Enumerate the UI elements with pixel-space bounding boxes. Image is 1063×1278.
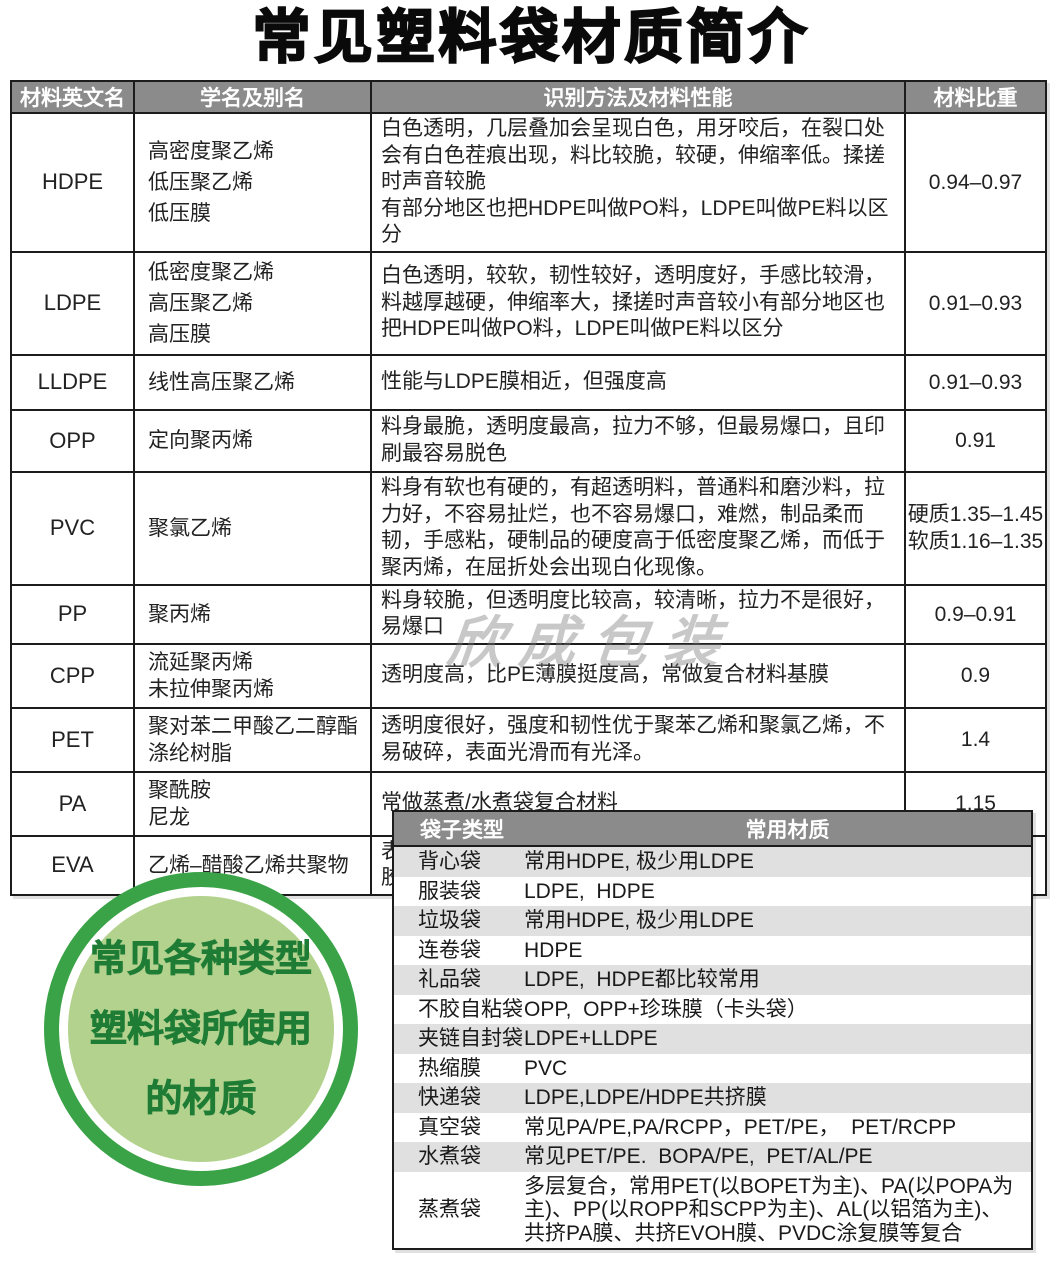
- material-name: PA: [10, 770, 135, 837]
- material-density: 0.9: [904, 642, 1047, 709]
- bag-type: 服装袋: [418, 879, 481, 903]
- bag-materials: LDPE, HDPE都比较常用: [524, 968, 760, 991]
- material-density: 0.91–0.93: [904, 250, 1047, 356]
- bag-row-shrink-film: 热缩膜 PVC: [394, 1054, 1031, 1084]
- material-name: CPP: [10, 642, 135, 709]
- bag-row-vacuum-bag: 真空袋 常见PA/PE,PA/RCPP，PET/PE， PET/RCPP: [394, 1113, 1031, 1143]
- material-density: 0.91: [904, 408, 1047, 473]
- material-description: 透明度很好，强度和韧性优于聚苯乙烯和聚氯乙烯，不易破碎，表面光滑而有光泽。: [370, 706, 906, 773]
- header-scientific-name: 学名及别名: [133, 80, 372, 114]
- materials-table: 材料英文名 学名及别名 识别方法及材料性能 材料比重 HDPE 高密度聚乙烯 低…: [10, 80, 1047, 896]
- bag-type: 不胶自粘袋: [418, 997, 523, 1021]
- bag-type: 热缩膜: [418, 1056, 481, 1080]
- bag-materials: PVC: [524, 1056, 568, 1080]
- material-name: PVC: [10, 470, 135, 586]
- material-aliases: 流延聚丙烯 未拉伸聚丙烯: [133, 642, 372, 709]
- material-row-cpp: CPP 流延聚丙烯 未拉伸聚丙烯 透明度高，比PE薄膜挺度高，常做复合材料基膜 …: [10, 642, 1047, 709]
- bag-row-roll-bag: 连卷袋 HDPE: [394, 936, 1031, 966]
- material-name: HDPE: [10, 112, 135, 253]
- green-circle-badge: 常见各种类型 塑料袋所使用 的材质: [44, 872, 358, 1186]
- material-row-pp: PP 聚丙烯 料身较脆，但透明度比较高，较清晰，拉力不是很好，易爆口 0.9–0…: [10, 583, 1047, 645]
- material-name: OPP: [10, 408, 135, 473]
- header-identification: 识别方法及材料性能: [370, 80, 906, 114]
- badge-caption: 常见各种类型 塑料袋所使用 的材质: [90, 938, 313, 1120]
- material-row-hdpe: HDPE 高密度聚乙烯 低压聚乙烯 低压膜 白色透明，几层叠加会呈现白色，用牙咬…: [10, 112, 1047, 253]
- material-density: 0.94–0.97: [904, 112, 1047, 253]
- header-density: 材料比重: [904, 80, 1047, 114]
- bag-type: 快递袋: [418, 1086, 481, 1109]
- page-title: 常见塑料袋材质简介: [251, 4, 811, 71]
- material-description: 性能与LDPE膜相近，但强度高: [370, 353, 906, 411]
- bag-row-garbage-bag: 垃圾袋 常用HDPE, 极少用LDPE: [394, 906, 1031, 936]
- bag-materials: LDPE+LLDPE: [524, 1027, 658, 1050]
- bag-table-header-row: 袋子类型 常用材质: [394, 812, 1031, 847]
- header-material-english-name: 材料英文名: [10, 80, 135, 114]
- bag-row-boiling-bag: 水煮袋 常见PET/PE. BOPA/PE, PET/AL/PE: [394, 1142, 1031, 1172]
- bag-materials: HDPE: [524, 938, 583, 962]
- material-density: 0.91–0.93: [904, 353, 1047, 411]
- bag-type: 蒸煮袋: [418, 1198, 481, 1221]
- material-density: 硬质1.35–1.45 软质1.16–1.35: [904, 470, 1047, 586]
- material-description: 白色透明，几层叠加会呈现白色，用牙咬后，在裂口处会有白色茬痕出现，料比较脆，较硬…: [370, 112, 906, 253]
- bag-type: 礼品袋: [418, 968, 481, 991]
- material-description: 料身较脆，但透明度比较高，较清晰，拉力不是很好，易爆口: [370, 583, 906, 645]
- material-row-ldpe: LDPE 低密度聚乙烯 高压聚乙烯 高压膜 白色透明，较软，韧性较好，透明度好，…: [10, 250, 1047, 356]
- bag-row-vest-bag: 背心袋 常用HDPE, 极少用LDPE: [394, 847, 1031, 877]
- bag-row-garment-bag: 服装袋 LDPE, HDPE: [394, 877, 1031, 907]
- material-aliases: 低密度聚乙烯 高压聚乙烯 高压膜: [133, 250, 372, 356]
- bag-type: 真空袋: [418, 1115, 481, 1139]
- bag-type: 背心袋: [418, 850, 481, 873]
- material-aliases: 聚酰胺 尼龙: [133, 770, 372, 837]
- material-description: 白色透明，较软，韧性较好，透明度好，手感比较滑，料越厚越硬，伸缩率大，揉搓时声音…: [370, 250, 906, 356]
- material-row-opp: OPP 定向聚丙烯 料身最脆，透明度最高，拉力不够，但最易爆口，且印刷最容易脱色…: [10, 408, 1047, 473]
- bag-materials: 常见PA/PE,PA/RCPP，PET/PE， PET/RCPP: [524, 1115, 957, 1139]
- bag-type: 水煮袋: [418, 1145, 481, 1168]
- material-density: 1.4: [904, 706, 1047, 773]
- material-description: 料身最脆，透明度最高，拉力不够，但最易爆口，且印刷最容易脱色: [370, 408, 906, 473]
- bag-materials: 多层复合，常用PET(以BOPET为主)、PA(以POPA为主)、PP(以ROP…: [524, 1174, 1014, 1245]
- material-aliases: 聚氯乙烯: [133, 470, 372, 586]
- material-aliases: 高密度聚乙烯 低压聚乙烯 低压膜: [133, 112, 372, 253]
- material-aliases: 聚对苯二甲酸乙二醇酯 涤纶树脂: [133, 706, 372, 773]
- bag-row-retort-bag: 蒸煮袋 多层复合，常用PET(以BOPET为主)、PA(以POPA为主)、PP(…: [394, 1172, 1031, 1249]
- bag-materials: LDPE,LDPE/HDPE共挤膜: [524, 1086, 767, 1109]
- material-density: 0.9–0.91: [904, 583, 1047, 645]
- bag-materials: 常用HDPE, 极少用LDPE: [524, 909, 754, 932]
- material-name: EVA: [10, 834, 135, 896]
- material-aliases: 线性高压聚乙烯: [133, 353, 372, 411]
- bag-row-self-adhesive-bag: 不胶自粘袋 OPP, OPP+珍珠膜（卡头袋）: [394, 995, 1031, 1025]
- material-row-lldpe: LLDPE 线性高压聚乙烯 性能与LDPE膜相近，但强度高 0.91–0.93: [10, 353, 1047, 411]
- material-name: LDPE: [10, 250, 135, 356]
- bag-row-gift-bag: 礼品袋 LDPE, HDPE都比较常用: [394, 965, 1031, 995]
- bag-materials: OPP, OPP+珍珠膜（卡头袋）: [524, 997, 808, 1021]
- bag-materials: 常用HDPE, 极少用LDPE: [524, 850, 754, 873]
- bag-types-table: 袋子类型 常用材质 背心袋 常用HDPE, 极少用LDPE 服装袋 LDPE, …: [392, 810, 1033, 1250]
- material-name: PP: [10, 583, 135, 645]
- bag-type: 垃圾袋: [418, 909, 481, 932]
- bag-row-ziplock-bag: 夹链自封袋 LDPE+LLDPE: [394, 1024, 1031, 1054]
- material-row-pet: PET 聚对苯二甲酸乙二醇酯 涤纶树脂 透明度很好，强度和韧性优于聚苯乙烯和聚氯…: [10, 706, 1047, 773]
- material-aliases: 聚丙烯: [133, 583, 372, 645]
- bag-materials: 常见PET/PE. BOPA/PE, PET/AL/PE: [524, 1145, 873, 1168]
- material-name: LLDPE: [10, 353, 135, 411]
- material-row-pvc: PVC 聚氯乙烯 料身有软也有硬的，有超透明料，普通料和磨沙料，拉力好，不容易扯…: [10, 470, 1047, 586]
- header-common-materials: 常用材质: [745, 818, 830, 842]
- bag-type: 连卷袋: [418, 938, 481, 962]
- material-aliases: 定向聚丙烯: [133, 408, 372, 473]
- header-bag-type: 袋子类型: [420, 818, 504, 842]
- materials-header-row: 材料英文名 学名及别名 识别方法及材料性能 材料比重: [10, 80, 1047, 114]
- bag-materials: LDPE, HDPE: [524, 879, 655, 903]
- bag-row-courier-bag: 快递袋 LDPE,LDPE/HDPE共挤膜: [394, 1083, 1031, 1113]
- material-description: 透明度高，比PE薄膜挺度高，常做复合材料基膜: [370, 642, 906, 709]
- bag-type: 夹链自封袋: [418, 1027, 523, 1050]
- material-name: PET: [10, 706, 135, 773]
- material-description: 料身有软也有硬的，有超透明料，普通料和磨沙料，拉力好，不容易扯烂，也不容易爆口，…: [370, 470, 906, 586]
